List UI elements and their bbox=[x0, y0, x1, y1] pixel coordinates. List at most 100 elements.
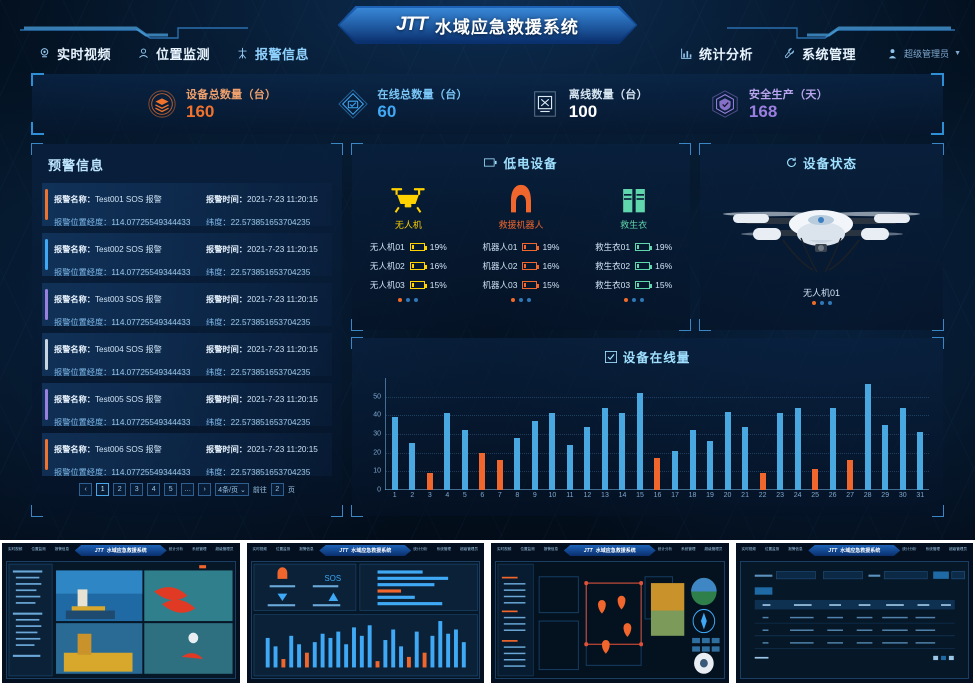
diamond-online-icon bbox=[338, 89, 369, 119]
alarm-row[interactable]: 报警名称：Test003 SOS 报警 报警时间：2021-7-23 11:20:… bbox=[42, 283, 332, 327]
thumb-logo-title: 水域应急救援系统 bbox=[351, 548, 392, 554]
y-tick-label: 10 bbox=[373, 467, 381, 475]
nav-item-statistics[interactable]: 统计分析 bbox=[680, 44, 753, 63]
nav-item-live-video[interactable]: 实时视频 bbox=[38, 44, 111, 63]
layers-icon bbox=[148, 90, 176, 118]
corner-decor bbox=[351, 143, 363, 155]
pagination-page-1[interactable]: 1 bbox=[96, 483, 110, 496]
pagination-page-2[interactable]: 2 bbox=[113, 483, 127, 496]
x-tick-label: 31 bbox=[916, 492, 925, 499]
chart-bar bbox=[514, 437, 521, 490]
bar-slot bbox=[841, 378, 859, 490]
battery-carousel-dots[interactable] bbox=[353, 298, 465, 302]
thumb-nav-item: 位置监测 bbox=[31, 547, 46, 551]
x-tick-label: 6 bbox=[480, 492, 485, 499]
bar-slot bbox=[456, 378, 474, 490]
stat-value: 60 bbox=[377, 102, 397, 122]
alarm-lng-label: 报警位置经度： bbox=[54, 418, 112, 427]
carousel-dot[interactable] bbox=[526, 298, 531, 302]
alarm-name-value: Test006 SOS 报警 bbox=[94, 445, 162, 454]
thumb-nav-left: 实时视频 位置监测 报警信息 bbox=[8, 547, 69, 552]
drone-preview bbox=[700, 178, 943, 286]
panel-title-text: 低电设备 bbox=[503, 157, 558, 171]
battery-device-name: 机器人02 bbox=[482, 261, 518, 271]
app-logo: JTT 水域应急救援系统 bbox=[337, 6, 638, 44]
thumb-body bbox=[739, 561, 969, 679]
bar-slot bbox=[894, 378, 912, 490]
stat-value: 160 bbox=[185, 102, 215, 122]
pagination-goto-unit: 页 bbox=[287, 486, 295, 494]
y-axis-line bbox=[385, 378, 386, 490]
user-menu[interactable]: 超级管理员 ▼ bbox=[886, 47, 961, 60]
alarm-lng-value: 114.07725549344433 bbox=[111, 218, 191, 227]
corner-decor bbox=[932, 319, 944, 331]
alarm-lng-label: 报警位置经度： bbox=[54, 368, 112, 377]
thumbnail-location-monitor[interactable]: 实时视频 位置监测 报警信息 JTT 水域应急救援系统 统计分析 系统管理 超级… bbox=[491, 543, 729, 683]
alarm-lng-value: 114.07725549344433 bbox=[111, 468, 191, 477]
carousel-dot[interactable] bbox=[623, 298, 628, 302]
carousel-dot[interactable] bbox=[811, 301, 816, 305]
alarm-row[interactable]: 报警名称：Test002 SOS 报警 报警时间：2021-7-23 11:20:… bbox=[42, 233, 332, 277]
carousel-dot[interactable] bbox=[631, 298, 636, 302]
bar-slot bbox=[911, 378, 929, 490]
pagination-ellipsis[interactable]: … bbox=[181, 483, 195, 496]
nav-item-alarm-info[interactable]: 报警信息 bbox=[236, 44, 309, 63]
shield-icon bbox=[712, 90, 738, 118]
carousel-dot[interactable] bbox=[510, 298, 515, 302]
chart-bar bbox=[882, 424, 889, 490]
pagination-goto-input[interactable]: 2 bbox=[270, 483, 284, 496]
pagination-page-size-select[interactable]: 4条/页 ⌄ bbox=[215, 483, 249, 496]
carousel-dot[interactable] bbox=[819, 301, 824, 305]
battery-icon bbox=[635, 262, 653, 270]
header-wing-right bbox=[627, 26, 957, 40]
alarm-row[interactable]: 报警名称：Test001 SOS 报警 报警时间：2021-7-23 11:20:… bbox=[42, 183, 332, 227]
thumbnail-statistics[interactable]: 实时视频 位置监测 报警信息 JTT 水域应急救援系统 统计分析 系统管理 超级… bbox=[246, 543, 484, 683]
alarm-lat-value: 22.573851653704235 bbox=[230, 318, 311, 327]
chart-bar bbox=[584, 426, 591, 490]
alarm-accent-bar bbox=[45, 389, 48, 420]
bar-slot bbox=[631, 378, 649, 490]
bar-slot bbox=[876, 378, 894, 490]
alarm-lng-label: 报警位置经度： bbox=[54, 318, 112, 327]
x-tick-label: 8 bbox=[515, 492, 520, 499]
carousel-dots[interactable] bbox=[700, 301, 943, 305]
carousel-dot[interactable] bbox=[827, 301, 832, 305]
carousel-dot[interactable] bbox=[639, 298, 644, 302]
thumb-nav-item: 报警信息 bbox=[299, 547, 314, 551]
pagination-page-4[interactable]: 4 bbox=[147, 483, 161, 496]
alarm-row[interactable]: 报警名称：Test004 SOS 报警 报警时间：2021-7-23 11:20:… bbox=[42, 333, 332, 377]
carousel-dot[interactable] bbox=[406, 298, 411, 302]
app-header: JTT 水域应急救援系统 实时视频 bbox=[0, 0, 975, 70]
thumbnail-live-video[interactable]: 实时视频 位置监测 报警信息 JTT 水域应急救援系统 统计分析 系统管理 超级… bbox=[2, 543, 240, 683]
carousel-dot[interactable] bbox=[414, 298, 419, 302]
battery-row: 机器人02 16% bbox=[465, 260, 577, 272]
drone-photo-illustration bbox=[723, 210, 920, 273]
carousel-dot[interactable] bbox=[518, 298, 523, 302]
pagination-page-3[interactable]: 3 bbox=[130, 483, 144, 496]
thumbnail-system-management[interactable]: 实时视频 位置监测 报警信息 JTT 水域应急救援系统 统计分析 系统管理 超级… bbox=[735, 543, 973, 683]
alarm-time-label: 报警时间： bbox=[206, 395, 247, 404]
nav-item-system-management[interactable]: 系统管理 bbox=[783, 44, 856, 63]
pagination-next[interactable]: › bbox=[198, 483, 212, 496]
pagination-page-5[interactable]: 5 bbox=[164, 483, 178, 496]
pagination-prev[interactable]: ‹ bbox=[79, 483, 93, 496]
battery-icon bbox=[522, 262, 540, 270]
alarm-time-label: 报警时间： bbox=[206, 195, 247, 204]
online-count-chart-panel: 设备在线量 0 10 20 30 40 50 1 2 3 4 5 6 7 8 9 10 11 12 13 14 15 1… bbox=[351, 337, 944, 517]
battery-carousel-dots[interactable] bbox=[578, 298, 690, 302]
thumb-logo: JTT 水域应急救援系统 bbox=[808, 545, 901, 556]
alarm-lat-value: 22.573851653704235 bbox=[230, 218, 311, 227]
alarm-row[interactable]: 报警名称：Test005 SOS 报警 报警时间：2021-7-23 11:20:… bbox=[42, 383, 332, 427]
alarm-row[interactable]: 报警名称：Test006 SOS 报警 报警时间：2021-7-23 11:20:… bbox=[42, 433, 332, 477]
bar-slot bbox=[684, 378, 702, 490]
nav-item-location-monitor[interactable]: 位置监测 bbox=[137, 44, 210, 63]
chart-bar bbox=[619, 413, 626, 490]
corner-decor bbox=[31, 73, 44, 86]
thumb-logo-title: 水域应急救援系统 bbox=[595, 548, 636, 554]
battery-carousel-dots[interactable] bbox=[465, 298, 577, 302]
stat-value: 168 bbox=[748, 102, 778, 122]
thumb-logo-title: 水域应急救援系统 bbox=[840, 548, 881, 554]
carousel-dot[interactable] bbox=[398, 298, 403, 302]
alarm-name-label: 报警名称： bbox=[54, 245, 95, 254]
chart-bar bbox=[724, 411, 731, 490]
